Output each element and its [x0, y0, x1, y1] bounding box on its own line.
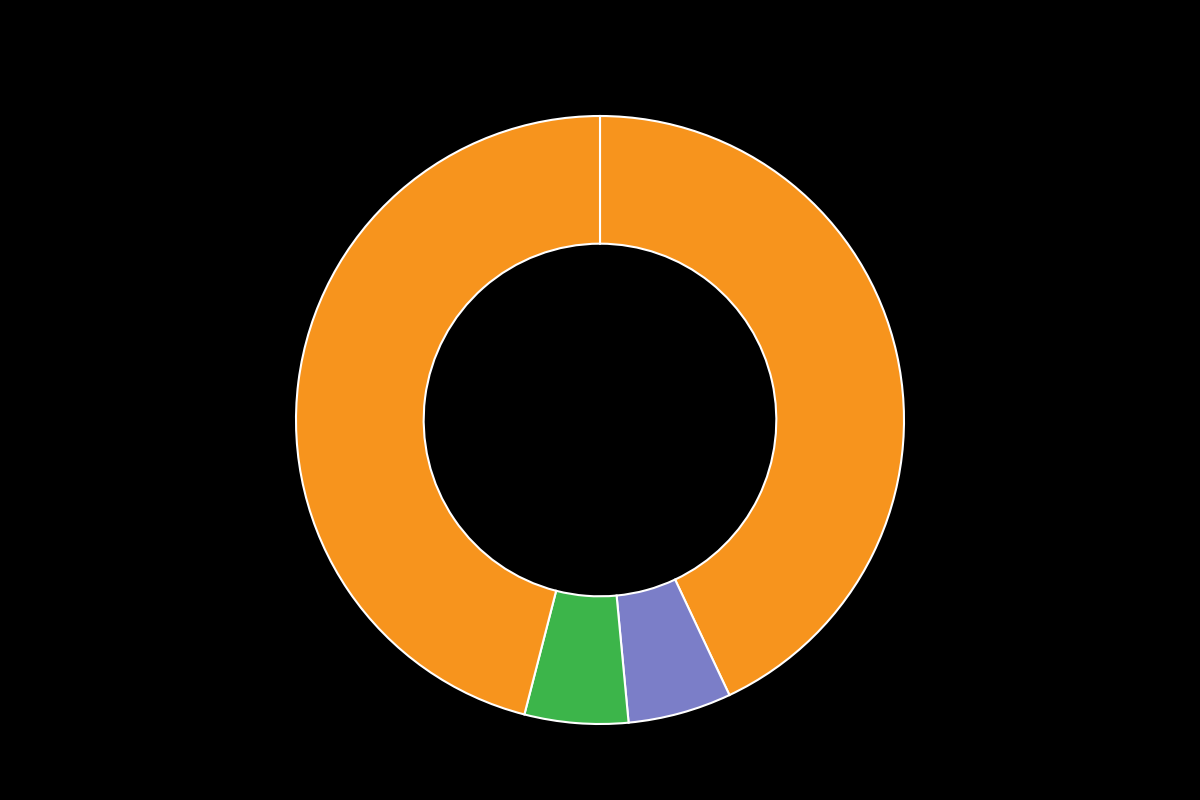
Wedge shape	[600, 116, 904, 695]
Wedge shape	[524, 590, 629, 724]
Wedge shape	[617, 579, 730, 722]
Wedge shape	[296, 116, 600, 714]
